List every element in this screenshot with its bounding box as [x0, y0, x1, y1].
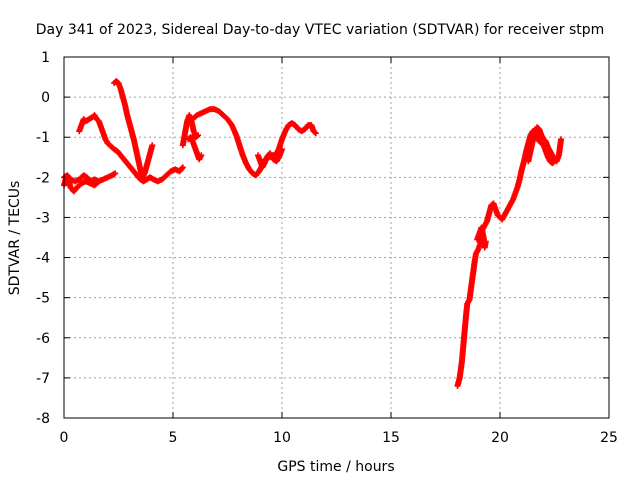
- data-point: [482, 238, 489, 245]
- y-tick-label: -6: [36, 331, 50, 347]
- data-point: [179, 164, 186, 171]
- data-point: [112, 170, 119, 177]
- data-point: [311, 129, 318, 136]
- y-tick-label: -3: [36, 210, 50, 226]
- data-point: [558, 136, 565, 143]
- data-point: [279, 146, 285, 153]
- x-tick-label: 25: [600, 430, 618, 446]
- data-point: [178, 165, 185, 172]
- plot-frame: [63, 56, 610, 419]
- y-tick-label: -7: [36, 371, 50, 387]
- chart-title: Day 341 of 2023, Sidereal Day-to-day VTE…: [36, 22, 605, 38]
- data-point: [312, 130, 319, 137]
- y-tick-label: -1: [36, 130, 50, 146]
- y-tick-label: 0: [41, 90, 50, 106]
- data-point: [149, 142, 156, 149]
- y-tick-label: -2: [36, 170, 50, 186]
- ticks: [63, 56, 610, 419]
- data-marks: [61, 78, 565, 389]
- y-tick-label: -8: [36, 411, 50, 427]
- y-tick-labels: -8 -7 -6 -5 -4 -3 -2 -1 0 1: [36, 50, 50, 427]
- y-tick-label: 1: [41, 50, 50, 66]
- y-axis-label: SDTVAR / TECUs: [7, 181, 23, 296]
- data-point: [95, 178, 102, 185]
- x-tick-label: 15: [382, 430, 400, 446]
- data-point: [198, 152, 205, 159]
- x-tick-label: 0: [60, 430, 69, 446]
- x-tick-label: 5: [169, 430, 178, 446]
- x-tick-label: 10: [273, 430, 291, 446]
- x-axis-label: GPS time / hours: [277, 459, 394, 475]
- x-tick-label: 20: [491, 430, 509, 446]
- y-tick-label: -4: [36, 251, 50, 267]
- grid: [64, 57, 609, 418]
- y-tick-label: -5: [36, 291, 50, 307]
- x-tick-labels: 0 5 10 15 20 25: [60, 430, 618, 446]
